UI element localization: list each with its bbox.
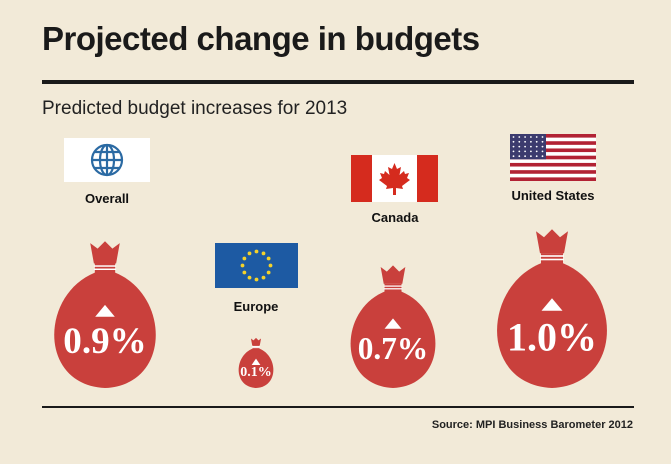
- bag-value-label: 0.1%: [240, 365, 272, 380]
- bag-value-label: 1.0%: [507, 314, 597, 359]
- money-bag-canada: 0.7%: [350, 265, 436, 388]
- money-bag-europe: 0.1%: [238, 337, 274, 388]
- title-divider: [42, 80, 634, 84]
- eu-flag-icon: [215, 243, 298, 288]
- page-subtitle: Predicted budget increases for 2013: [42, 98, 348, 119]
- footer-divider: [42, 406, 634, 408]
- money-bag-overall: 0.9%: [54, 241, 156, 388]
- globe-icon: [64, 138, 150, 182]
- page-title: Projected change in budgets: [42, 20, 480, 57]
- label-canada: Canada: [371, 210, 419, 225]
- money-bag-united-states: 1.0%: [497, 229, 607, 388]
- label-europe: Europe: [233, 299, 279, 314]
- label-united-states: United States: [511, 188, 595, 203]
- canada-flag-icon: [351, 155, 438, 202]
- bag-value-label: 0.9%: [63, 321, 146, 362]
- bag-value-label: 0.7%: [358, 331, 428, 366]
- label-overall: Overall: [84, 191, 130, 206]
- us-flag-icon: [510, 134, 596, 181]
- source-note: Source: MPI Business Barometer 2012: [431, 419, 633, 431]
